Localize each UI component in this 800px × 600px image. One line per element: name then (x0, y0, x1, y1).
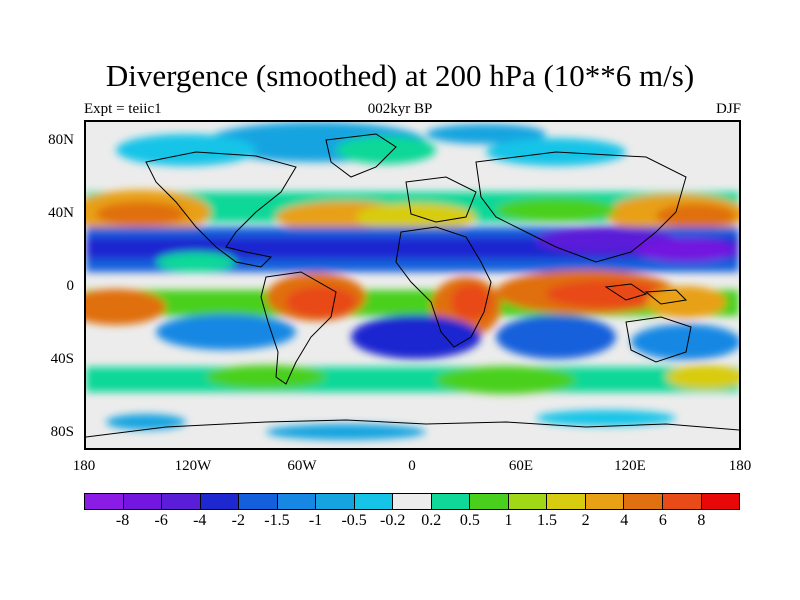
chart-title: Divergence (smoothed) at 200 hPa (10**6 … (105, 58, 695, 93)
colorbar-label: 6 (658, 512, 667, 529)
colorbar-label: -4 (193, 512, 207, 529)
colorbar-label: -0.2 (380, 512, 406, 529)
coast-north-america (145, 151, 297, 268)
time-label: 002kyr BP (367, 101, 433, 117)
coast-antarctica (86, 419, 739, 438)
colorbar-label: 1 (504, 512, 513, 529)
colorbar-box (585, 494, 625, 509)
lon-label: 180 (72, 458, 96, 474)
colorbar-box (354, 494, 394, 509)
colorbar-box (393, 494, 432, 509)
colorbar-label: -6 (154, 512, 168, 529)
colorbar-box (277, 494, 317, 509)
coast-maritime (604, 283, 688, 305)
colorbar-label: 1.5 (537, 512, 558, 529)
colorbar (84, 493, 740, 510)
colorbar-box (239, 494, 278, 509)
colorbar-label: 4 (620, 512, 629, 529)
coast-asia (475, 151, 687, 263)
coast-south-america (260, 271, 337, 385)
coastlines (86, 133, 739, 438)
colorbar-box (701, 494, 740, 509)
colorbar-box (508, 494, 548, 509)
experiment-label: Expt = teiic1 (84, 101, 162, 117)
lat-label: 80S (50, 424, 74, 440)
coast-australia (625, 316, 692, 363)
colorbar-box (85, 494, 124, 509)
colorbar-label: 0.5 (459, 512, 480, 529)
colorbar-label: -2 (231, 512, 245, 529)
coast-greenland (325, 133, 397, 178)
colorbar-box (200, 494, 240, 509)
lon-label: 0 (408, 458, 416, 474)
colorbar-label: 0.2 (421, 512, 442, 529)
divergence-field (86, 122, 739, 440)
colorbar-box (547, 494, 586, 509)
colorbar-box (470, 494, 509, 509)
lon-label: 60E (508, 458, 534, 474)
divergence-map (86, 122, 739, 448)
colorbar-label: 2 (581, 512, 590, 529)
colorbar-label: 8 (697, 512, 706, 529)
colorbar-box (162, 494, 201, 509)
season-label: DJF (715, 101, 741, 117)
lat-label: 40N (48, 205, 74, 221)
lon-label: 180 (728, 458, 752, 474)
lat-label: 80N (48, 132, 74, 148)
colorbar-box (316, 494, 355, 509)
colorbar-box (123, 494, 163, 509)
colorbar-label: -0.5 (341, 512, 367, 529)
colorbar-box (624, 494, 663, 509)
colorbar-box (662, 494, 702, 509)
colorbar-label: -1.5 (264, 512, 290, 529)
coast-africa (395, 226, 492, 348)
lon-label: 120W (174, 458, 212, 474)
lat-label: 40S (50, 351, 74, 367)
lat-label: 0 (66, 278, 75, 294)
colorbar-label: -1 (308, 512, 323, 529)
colorbar-label: -8 (115, 512, 130, 529)
lon-label: 120E (614, 458, 646, 474)
map-panel (84, 120, 741, 450)
coast-europe (405, 176, 477, 223)
colorbar-box (431, 494, 471, 509)
lon-label: 60W (287, 458, 317, 474)
